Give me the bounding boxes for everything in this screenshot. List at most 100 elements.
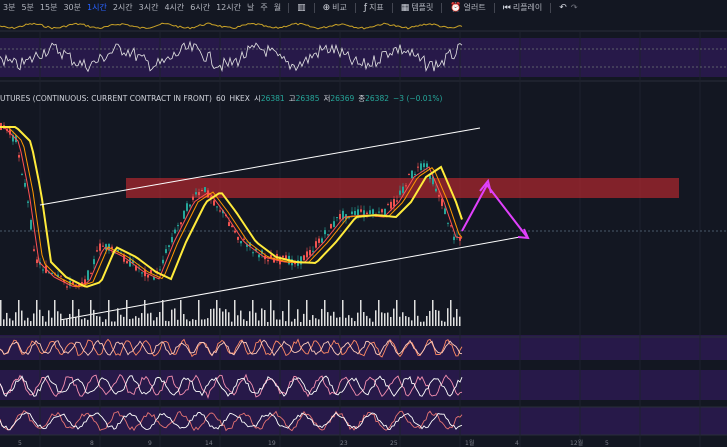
templates-label: 템플릿 bbox=[411, 3, 434, 12]
candle-body bbox=[453, 236, 455, 241]
volume-bar bbox=[246, 320, 248, 326]
cci-signal bbox=[0, 411, 463, 431]
volume-bar bbox=[297, 309, 299, 326]
candle-body bbox=[396, 200, 398, 202]
indicators-button[interactable]: ƒ 지표 bbox=[360, 2, 388, 13]
volume-bar bbox=[51, 317, 53, 326]
timeframe-1[interactable]: 5분 bbox=[21, 3, 34, 12]
volume-bar bbox=[111, 321, 113, 326]
volume-bar bbox=[258, 320, 260, 326]
volume-bar bbox=[447, 308, 449, 326]
timeframe-7[interactable]: 4시간 bbox=[164, 3, 185, 12]
toolbar-separator bbox=[354, 2, 356, 13]
candle-body bbox=[63, 279, 65, 282]
volume-bar bbox=[315, 318, 317, 326]
volume-bar bbox=[390, 316, 392, 326]
timeframe-4[interactable]: 1시간 bbox=[87, 3, 107, 12]
undo-button[interactable]: ↶ bbox=[555, 3, 571, 13]
volume-bar bbox=[345, 317, 347, 326]
redo-icon[interactable]: ↷ bbox=[570, 3, 578, 12]
candle-body bbox=[168, 245, 170, 247]
timeframe-5[interactable]: 2시간 bbox=[112, 3, 133, 12]
top-oscillator bbox=[0, 22, 463, 30]
high-value: 26385 bbox=[295, 94, 320, 103]
toolbar-separator bbox=[493, 2, 495, 13]
volume-bar bbox=[312, 315, 314, 326]
volume-bar bbox=[360, 300, 362, 326]
candle-body bbox=[441, 198, 443, 206]
candle-body bbox=[306, 251, 308, 258]
templates-button[interactable]: ▦ 템플릿 bbox=[397, 2, 438, 13]
candle-body bbox=[180, 222, 182, 225]
chart-type-button[interactable]: ▥ bbox=[293, 3, 310, 13]
volume-bar bbox=[270, 300, 272, 326]
open-value: 26381 bbox=[260, 94, 285, 103]
x-axis-tick: 19 bbox=[268, 440, 276, 447]
volume-bar bbox=[153, 320, 155, 326]
volume-bar bbox=[183, 314, 185, 326]
timeframe-3[interactable]: 30분 bbox=[63, 3, 81, 12]
candle-body bbox=[429, 175, 431, 180]
volume-bar bbox=[180, 300, 182, 326]
timeframe-0[interactable]: 3분 bbox=[3, 3, 16, 12]
volume-bar bbox=[33, 313, 35, 326]
volume-bar bbox=[267, 321, 269, 326]
volume-bar bbox=[456, 308, 458, 326]
timeframe-9[interactable]: 12시간 bbox=[216, 3, 241, 12]
alert-button[interactable]: ⏰ 얼러트 bbox=[446, 2, 489, 13]
volume-bar bbox=[234, 300, 236, 326]
volume-bar bbox=[108, 300, 110, 326]
upper-trendline bbox=[39, 127, 481, 206]
volume-bar bbox=[336, 317, 338, 326]
high-label: 고 bbox=[288, 94, 296, 103]
candle-body bbox=[75, 284, 77, 286]
candle-body bbox=[423, 163, 425, 168]
x-axis-tick: 8 bbox=[90, 440, 94, 447]
candle-body bbox=[150, 269, 152, 274]
volume-bar bbox=[90, 300, 92, 326]
indicators-label: 지표 bbox=[369, 3, 384, 12]
timeframe-8[interactable]: 6시간 bbox=[190, 3, 211, 12]
volume-bar bbox=[354, 321, 356, 326]
volume-bar bbox=[144, 300, 146, 326]
volume-bar bbox=[264, 310, 266, 326]
timeframe-6[interactable]: 3시간 bbox=[138, 3, 159, 12]
volume-bar bbox=[204, 319, 206, 326]
timeframe-2[interactable]: 15분 bbox=[39, 3, 58, 12]
candle-body bbox=[351, 211, 353, 215]
candle-body bbox=[132, 260, 134, 264]
forecast-arrowhead-down bbox=[517, 228, 530, 240]
replay-button[interactable]: ⏮ 리플레이 bbox=[499, 2, 547, 13]
candle-body bbox=[243, 238, 245, 240]
candle-body bbox=[342, 210, 344, 220]
candle-body bbox=[21, 173, 23, 175]
volume-bar bbox=[195, 319, 197, 326]
volume-bar bbox=[402, 312, 404, 326]
price-chart[interactable]: 5 8 9 14 19 23 25 1월 4 12월 5 bbox=[0, 15, 727, 447]
volume-bar bbox=[102, 321, 104, 326]
indicator-band-0 bbox=[0, 38, 727, 77]
candle-body bbox=[72, 281, 74, 285]
compare-button[interactable]: ⊕ 비교 bbox=[319, 2, 351, 13]
volume-bar bbox=[366, 315, 368, 326]
volume-bar bbox=[339, 317, 341, 326]
volume-bar bbox=[378, 300, 380, 326]
volume-bar bbox=[165, 320, 167, 326]
volume-bar bbox=[96, 315, 98, 326]
close-value: 26382 bbox=[365, 94, 389, 103]
volume-bar bbox=[30, 321, 32, 326]
legend-low: 저26369 bbox=[323, 93, 354, 104]
timeframe-10[interactable]: 날 bbox=[246, 3, 255, 12]
volume-bar bbox=[330, 315, 332, 326]
replay-label: 리플레이 bbox=[512, 3, 543, 12]
chart-type-icon: ▥ bbox=[297, 2, 306, 13]
macd-signal bbox=[0, 339, 463, 357]
timeframe-11[interactable]: 주 bbox=[260, 3, 268, 12]
timeframe-12[interactable]: 월 bbox=[273, 3, 282, 12]
volume-bar bbox=[231, 321, 233, 326]
volume-bar bbox=[420, 321, 422, 326]
top-toolbar: 3분 5분 15분 30분 1시간 2시간 3시간 4시간 6시간 12시간 날 주 월 ▥ ⊕ 비교 ƒ 지표 ▦… bbox=[0, 0, 727, 16]
candle-body bbox=[315, 241, 317, 248]
candle-body bbox=[357, 209, 359, 216]
volume-bar bbox=[99, 316, 101, 326]
